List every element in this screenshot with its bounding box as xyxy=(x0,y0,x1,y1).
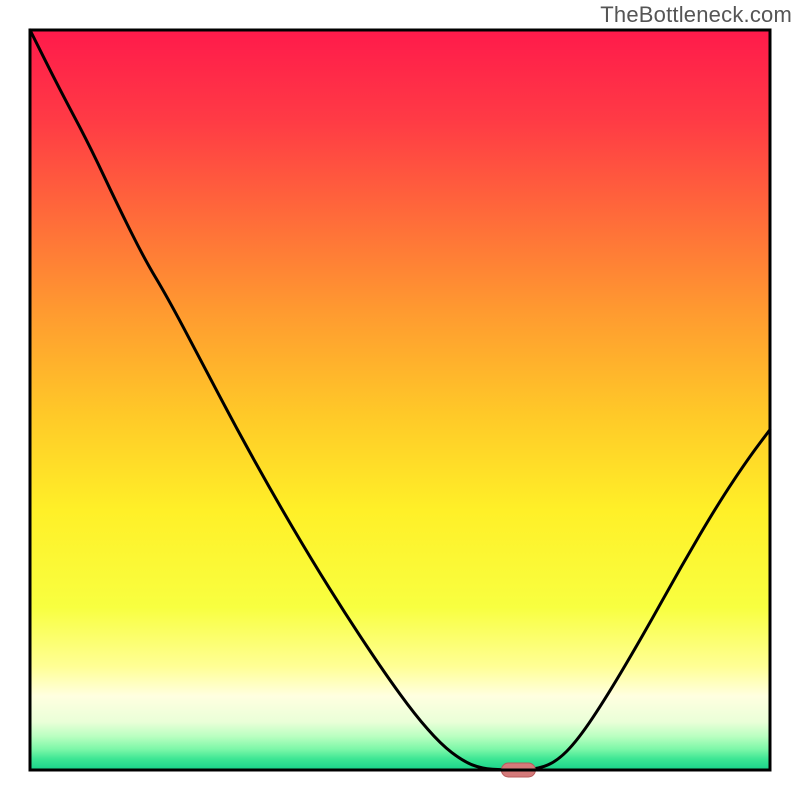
bottleneck-chart xyxy=(0,0,800,800)
chart-canvas: { "watermark": { "text": "TheBottleneck.… xyxy=(0,0,800,800)
plot-background xyxy=(30,30,770,770)
